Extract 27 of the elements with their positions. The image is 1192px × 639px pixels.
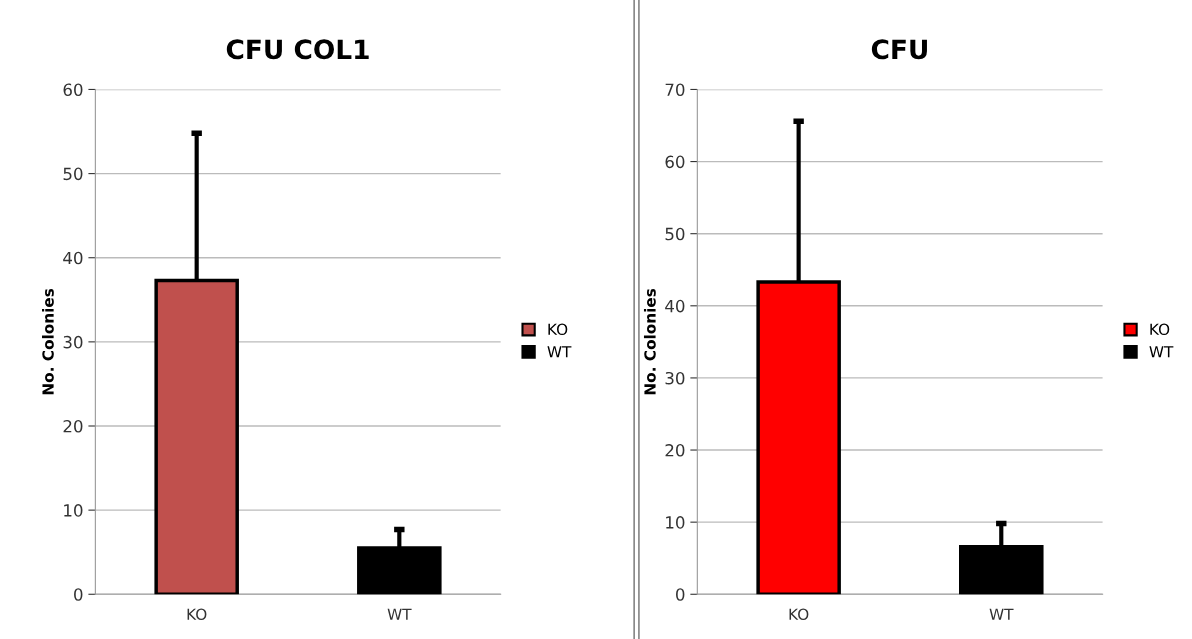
x-tick-label: KO	[187, 608, 207, 620]
x-tick-label: KO	[789, 608, 809, 620]
y-tick-label: 60	[63, 83, 83, 97]
y-tick-label: 30	[63, 335, 83, 349]
y-tick-label: 10	[64, 504, 83, 517]
y-tick-label: 20	[63, 419, 83, 433]
legend-label: WT	[1149, 346, 1174, 358]
y-tick-label: 20	[665, 444, 685, 457]
y-tick-label: 40	[63, 251, 83, 265]
y-tick-label: 60	[665, 155, 685, 169]
y-tick-label: 40	[665, 299, 685, 313]
x-tick-label: WT	[387, 608, 412, 620]
y-axis-title: No. Colonies	[42, 288, 54, 395]
y-tick-label: 30	[665, 371, 685, 385]
y-tick-label: 70	[665, 83, 685, 97]
y-tick-label: 50	[665, 227, 685, 241]
x-tick-label: WT	[989, 608, 1014, 620]
y-axis-title: No. Colonies	[643, 288, 656, 395]
y-tick-label: 10	[666, 516, 685, 529]
y-tick-label: 0	[676, 588, 685, 601]
legend-label: KO	[1150, 323, 1170, 336]
y-tick-label: 50	[63, 167, 83, 181]
legend-label: KO	[548, 323, 568, 336]
chart-title: CFU COL1	[226, 39, 369, 60]
y-tick-label: 0	[74, 588, 83, 601]
chart-title: CFU	[871, 39, 927, 60]
legend-label: WT	[547, 346, 572, 358]
